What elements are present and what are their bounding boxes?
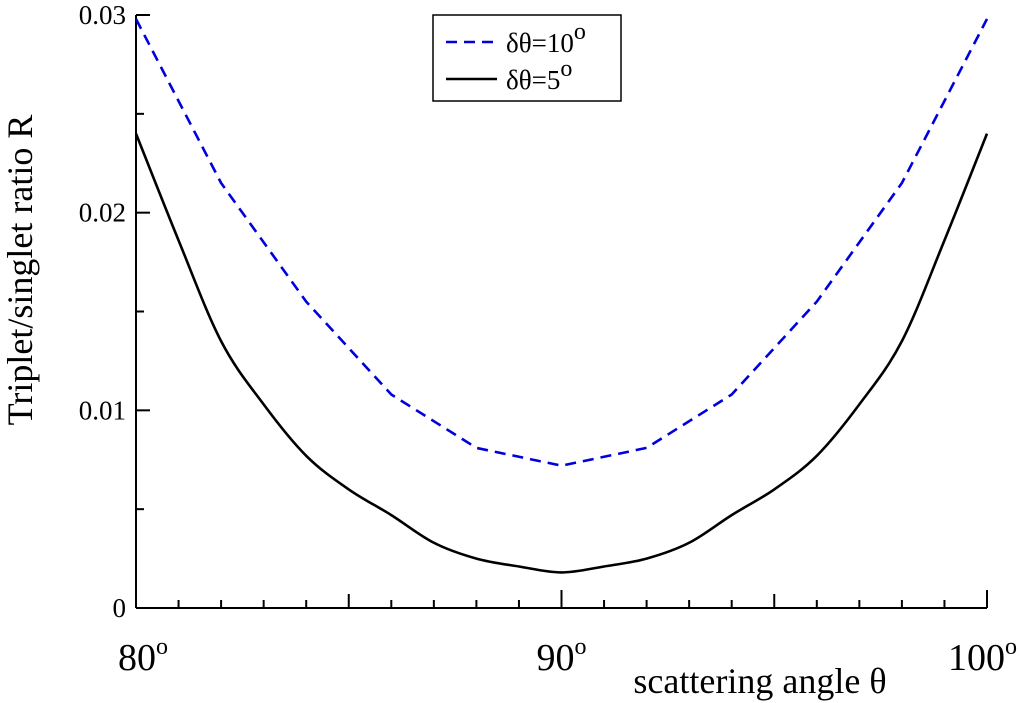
x-tick-label: 100o (948, 634, 1017, 679)
x-tick-label: 80o (118, 634, 168, 679)
x-axis-title: scattering angle θ (633, 661, 886, 701)
legend-box (432, 14, 622, 102)
legend-label: δθ=5o (506, 56, 572, 95)
y-tick-label: 0.01 (79, 395, 126, 425)
series-line-dtheta-5 (134, 133, 989, 574)
y-tick-label: 0 (113, 593, 127, 623)
y-tick-label: 0.03 (79, 0, 126, 30)
y-axis-title: Triplet/singlet ratio R (0, 115, 40, 426)
x-tick-label: 90o (537, 634, 587, 679)
legend-label: δθ=10o (506, 19, 586, 58)
plot-area (134, 18, 989, 574)
y-tick-label: 0.02 (79, 198, 126, 228)
